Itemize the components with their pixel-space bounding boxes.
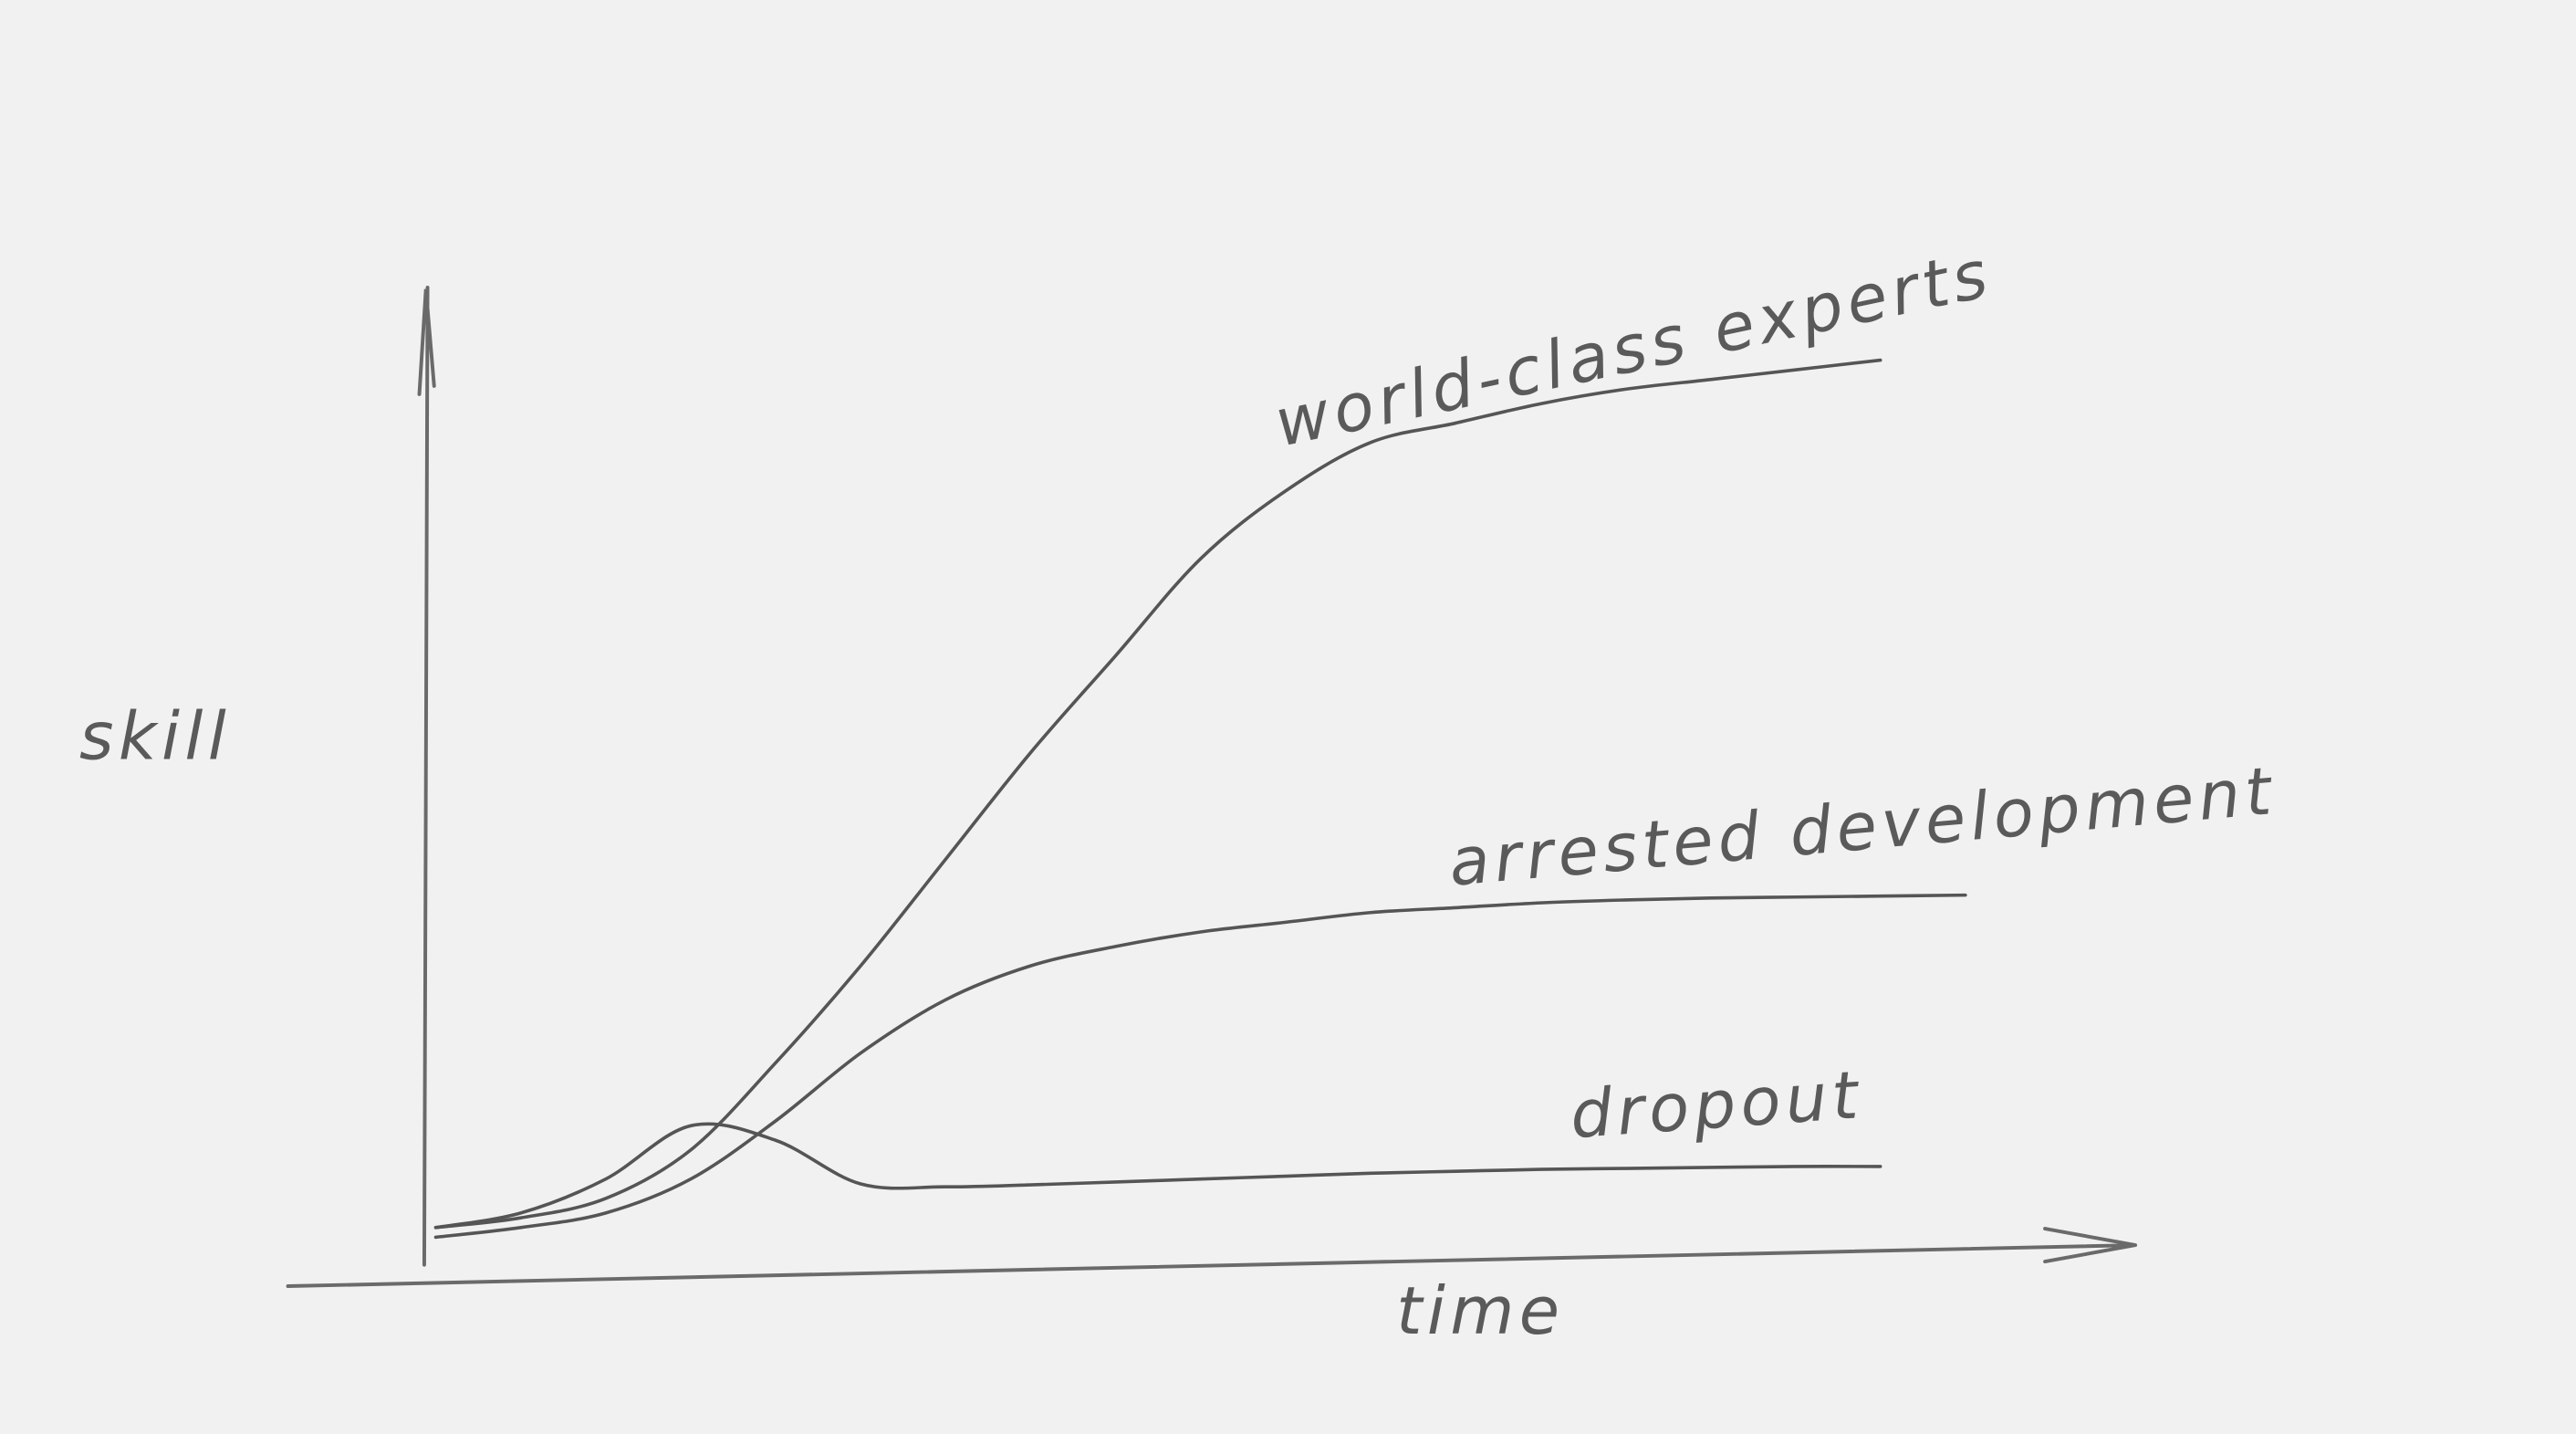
line-series	[433, 1122, 1882, 1230]
y-axis-label: skill	[79, 697, 231, 774]
line-series	[433, 893, 1967, 1240]
line-series	[433, 358, 1882, 1230]
y-axis	[417, 285, 436, 1267]
x-axis-label: time	[1396, 1272, 1564, 1349]
x-axis	[286, 1227, 2138, 1289]
